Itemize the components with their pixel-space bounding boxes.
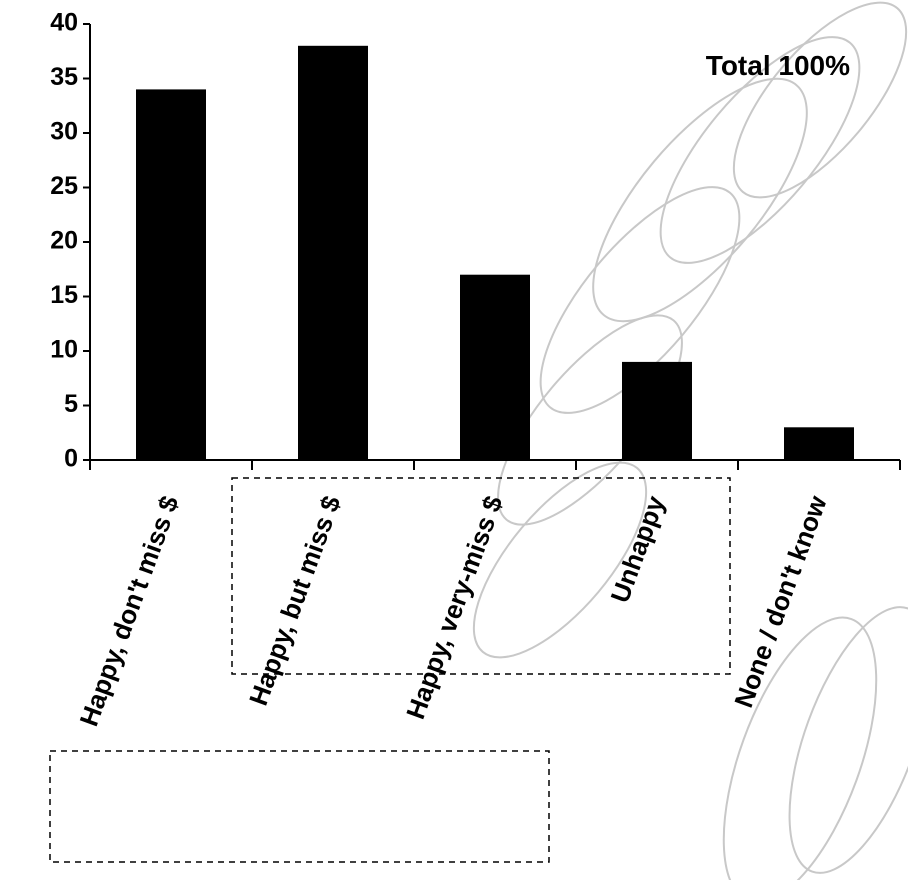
- y-tick-label: 40: [50, 9, 78, 37]
- chart: Total 100% 0 5 10 15 20 25 30 35 40 Happy, don't …: [0, 0, 908, 880]
- bar: [784, 427, 854, 460]
- y-tick-label: 35: [50, 63, 78, 91]
- annotation: Total 100%: [706, 50, 850, 81]
- x-tick-label: None / don't know: [728, 491, 833, 711]
- y-tick-label: 25: [50, 172, 78, 200]
- y-tick-label: 10: [50, 336, 78, 364]
- y-tick-label: 30: [50, 118, 78, 146]
- x-tick-label: Happy, very-miss $: [400, 491, 509, 723]
- y-tick-label: 20: [50, 227, 78, 255]
- x-tick-label: Unhappy: [604, 491, 670, 606]
- bar: [298, 46, 368, 460]
- y-tick-label: 5: [64, 390, 78, 418]
- y-tick-label: 15: [50, 281, 78, 309]
- x-tick-label: Happy, but miss $: [243, 491, 347, 709]
- y-tick-label: 0: [64, 445, 78, 473]
- dashed-box: [50, 751, 549, 862]
- bar: [136, 89, 206, 460]
- x-tick-label: Happy, don't miss $: [73, 491, 184, 730]
- bar: [460, 275, 530, 460]
- bar: [622, 362, 692, 460]
